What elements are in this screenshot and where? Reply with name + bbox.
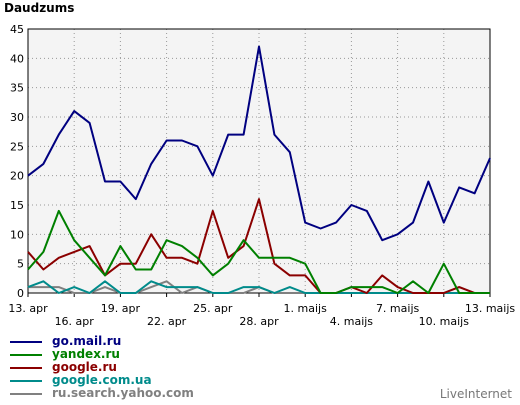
x-tick-label: 7. maijs [376,302,420,315]
series-line-go-mail-ru [27,45,491,242]
x-tick-label: 13. maijs [465,302,516,315]
x-tick-label: 16. apr [55,315,95,328]
legend-swatch [10,393,42,395]
plot-frame [27,28,491,294]
series-line-yandex-ru [27,209,490,294]
x-tick-label: 25. apr [193,302,233,315]
x-tick-label: 10. maijs [419,315,470,328]
legend-label: go.mail.ru [52,334,122,348]
line-chart: 0 5 10 15 20 25 30 35 40 45 13. apr 16. apr 19. apr 2… [8,23,516,328]
y-tick-label: 15 [10,199,24,212]
y-tick-label: 25 [10,140,24,153]
legend-swatch [10,354,42,356]
legend-swatch [10,341,42,343]
x-tick-label: 1. maijs [284,302,328,315]
y-tick-label: 5 [17,258,24,271]
y-tick-label: 20 [10,170,24,183]
legend-label: yandex.ru [52,347,120,361]
x-tick-label: 4. maijs [330,315,374,328]
x-tick-label: 19. apr [101,302,141,315]
y-tick-label: 10 [10,228,24,241]
x-tick-label: 28. apr [239,315,279,328]
y-tick-label: 30 [10,111,24,124]
legend-label: google.ru [52,360,117,374]
legend-label: ru.search.yahoo.com [52,386,194,400]
x-tick-label: 22. apr [147,315,187,328]
y-tick-label: 0 [17,287,24,300]
legend-swatch [10,380,42,382]
y-tick-label: 40 [10,52,24,65]
legend-label: google.com.ua [52,373,152,387]
legend-swatch [10,367,42,369]
watermark: LiveInternet [439,387,512,401]
y-tick-label: 35 [10,82,24,95]
y-tick-label: 45 [10,23,24,36]
x-tick-label: 13. apr [8,302,48,315]
chart-title: Daudzums [4,1,75,15]
